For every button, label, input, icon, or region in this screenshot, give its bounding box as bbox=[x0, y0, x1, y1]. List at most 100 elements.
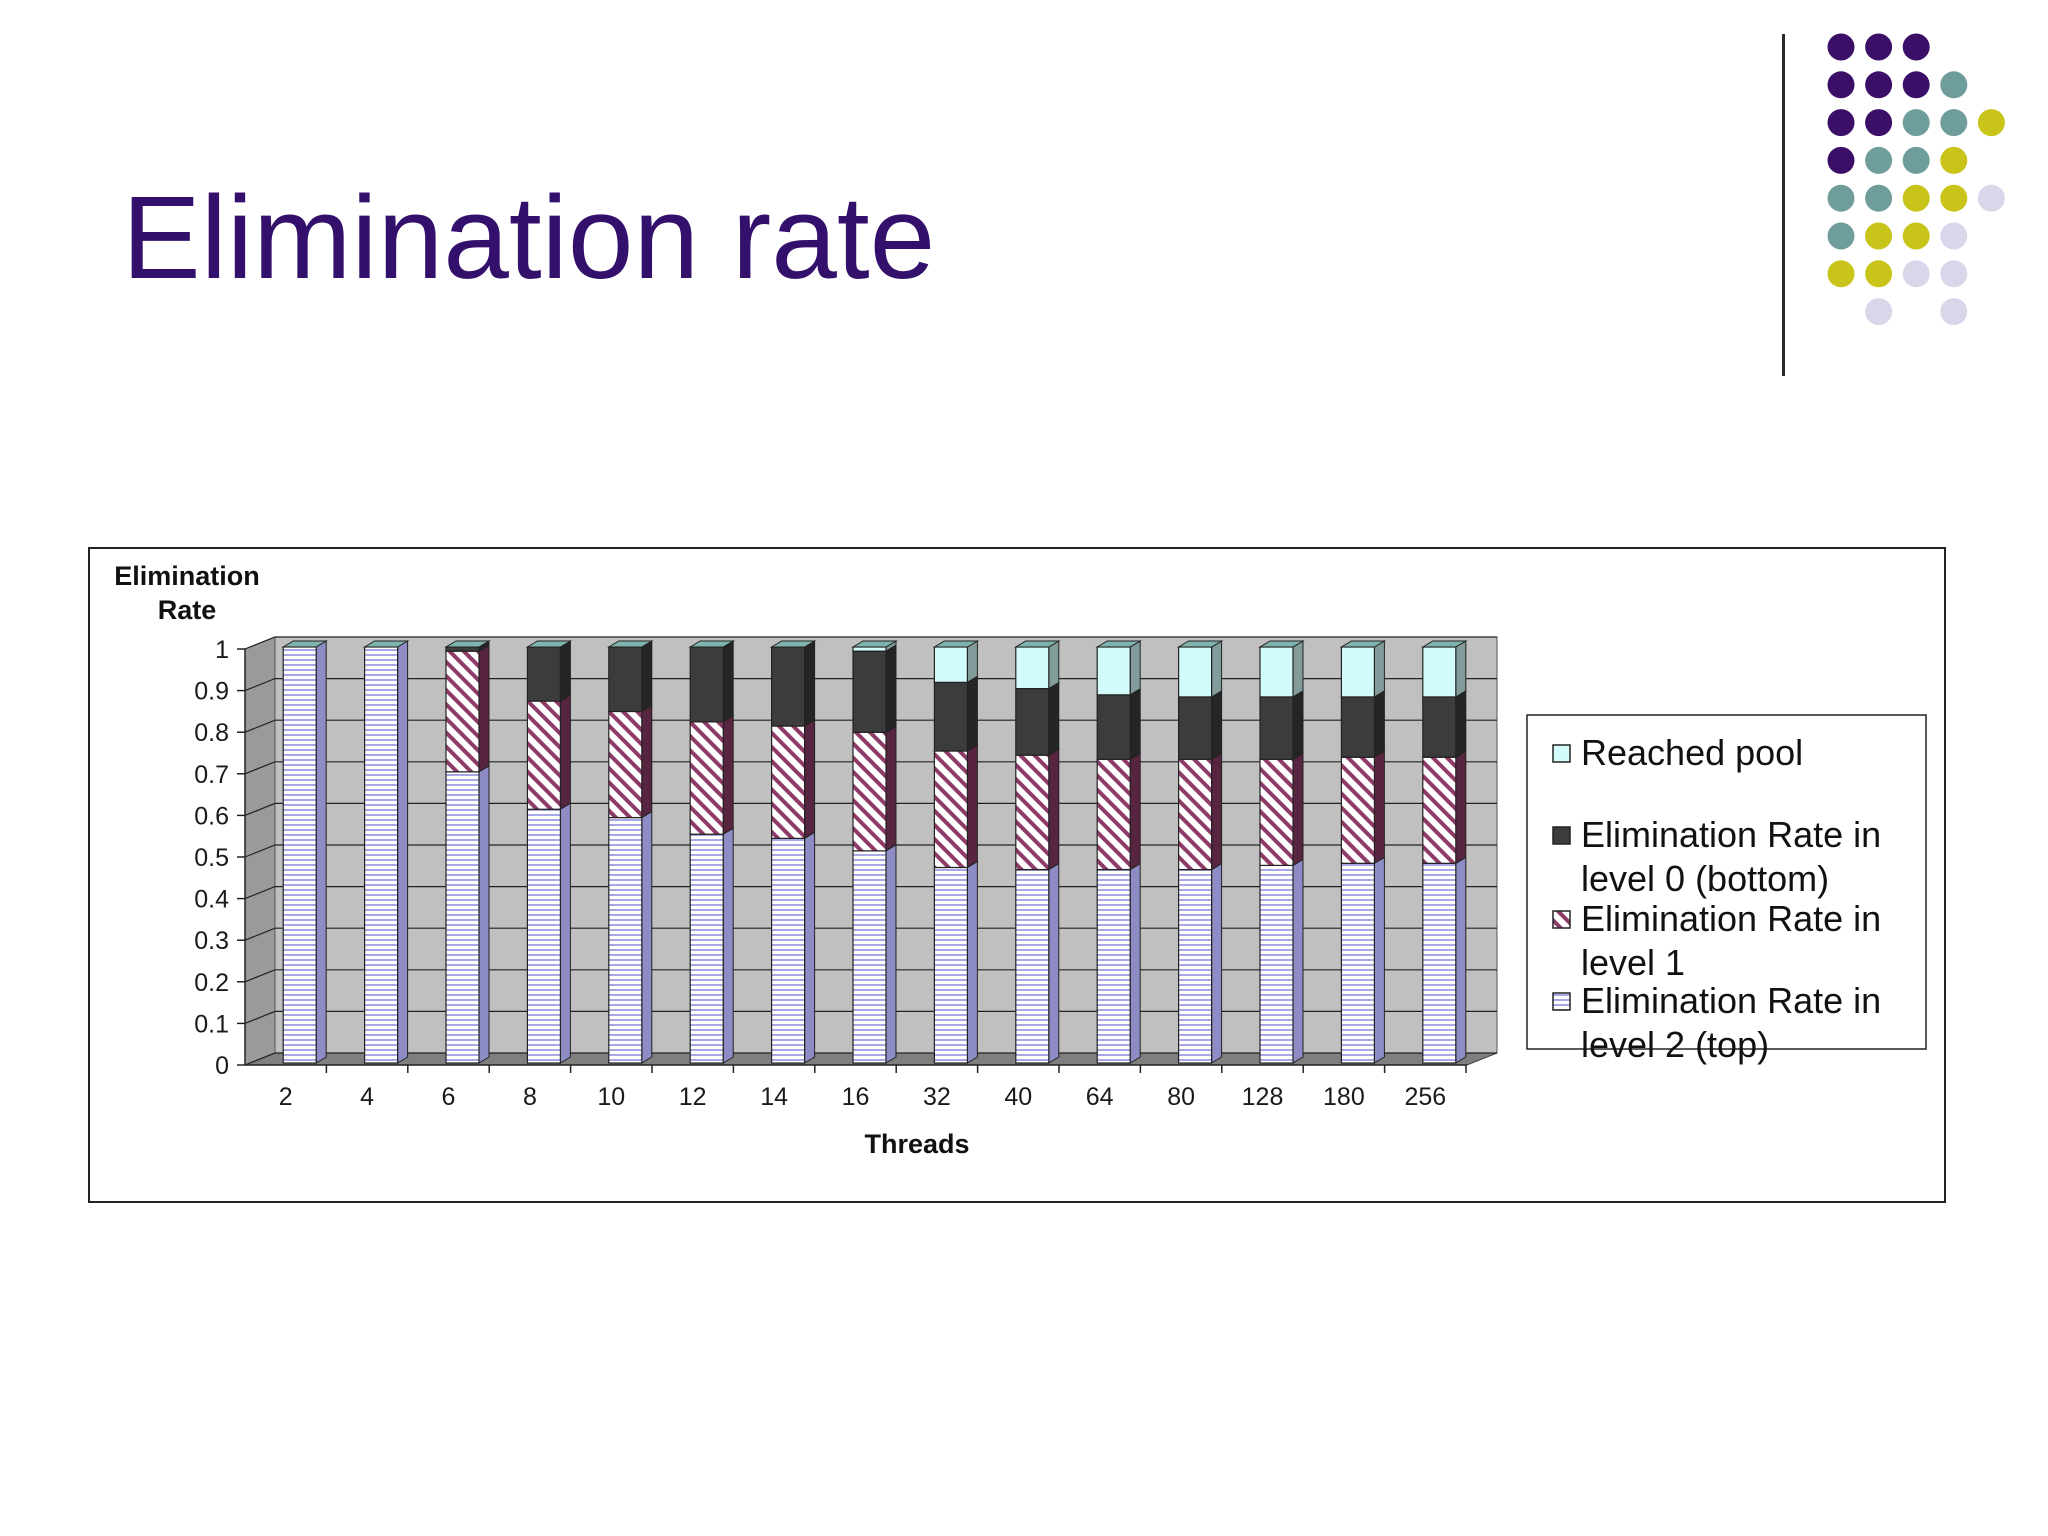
x-tick-label: 6 bbox=[442, 1083, 456, 1111]
decorative-dot bbox=[1827, 184, 1855, 212]
legend-label: level 1 bbox=[1581, 942, 1685, 983]
bar-segment-side bbox=[722, 714, 734, 836]
bar-segment-side bbox=[397, 640, 409, 1064]
decorative-dot bbox=[1865, 71, 1893, 99]
bar-segment-side bbox=[1129, 752, 1141, 871]
bar-segment bbox=[1177, 696, 1213, 760]
gridline bbox=[244, 761, 1497, 775]
decorative-dot bbox=[1865, 222, 1893, 250]
decorative-dot bbox=[1902, 71, 1930, 99]
legend-label: level 0 (bottom) bbox=[1581, 858, 1829, 899]
decorative-dot bbox=[1865, 260, 1893, 288]
decorative-dot bbox=[1940, 260, 1968, 288]
y-tick-label: 0.4 bbox=[194, 886, 229, 914]
bar-segment-side bbox=[1292, 640, 1304, 698]
decorative-dot bbox=[1827, 222, 1855, 250]
x-tick-label: 8 bbox=[523, 1083, 537, 1111]
decorative-dot bbox=[1940, 222, 1968, 250]
decorative-dot bbox=[1940, 298, 1968, 326]
bar-segment-side bbox=[559, 802, 571, 1064]
x-tick-label: 128 bbox=[1242, 1083, 1284, 1111]
bar-top-cap bbox=[769, 640, 817, 648]
legend-swatch bbox=[1552, 744, 1571, 763]
bar-segment bbox=[608, 646, 643, 713]
bar-segment-side bbox=[1455, 856, 1467, 1064]
bar-segment bbox=[1177, 868, 1213, 1064]
x-tick-label: 256 bbox=[1404, 1083, 1446, 1111]
bar-segment bbox=[770, 725, 806, 839]
bar-segment bbox=[1422, 862, 1457, 1064]
bar-top-cap bbox=[932, 640, 980, 648]
bar-segment-side bbox=[1292, 752, 1304, 867]
bar-segment bbox=[445, 646, 480, 652]
bar-segment-side bbox=[1373, 750, 1385, 865]
bar-segment bbox=[1422, 646, 1457, 698]
bar-segment bbox=[526, 700, 561, 810]
bar-top-cap bbox=[444, 640, 491, 648]
bar-segment-side bbox=[559, 640, 571, 702]
bar-segment bbox=[526, 646, 561, 702]
decorative-dot bbox=[1865, 146, 1893, 174]
bar-segment-side bbox=[885, 644, 897, 734]
bar-segment-side bbox=[1129, 862, 1141, 1064]
bar-segment-side bbox=[1455, 690, 1467, 759]
bar-top-cap bbox=[851, 640, 898, 648]
decorative-dot bbox=[1940, 146, 1968, 174]
bar-segment-side bbox=[1373, 640, 1385, 698]
bar-segment-side bbox=[1211, 640, 1223, 698]
decorative-dot bbox=[1940, 71, 1968, 99]
x-tick-label: 10 bbox=[597, 1083, 625, 1111]
bar-segment bbox=[933, 681, 969, 752]
decorative-dot bbox=[1827, 260, 1855, 288]
bar-segment-side bbox=[1211, 690, 1223, 761]
decorative-dot bbox=[1902, 33, 1930, 61]
y-axis-title: Rate bbox=[158, 595, 217, 625]
bar-segment bbox=[933, 750, 969, 869]
y-tick-label: 0.7 bbox=[194, 761, 229, 789]
vertical-divider bbox=[1782, 34, 1785, 376]
bar-top-cap bbox=[606, 640, 654, 648]
bar-segment bbox=[282, 646, 317, 1064]
x-tick-label: 16 bbox=[842, 1083, 870, 1111]
bar-top-cap bbox=[1339, 640, 1387, 648]
decorative-dot bbox=[1977, 184, 2005, 212]
bar-segment-side bbox=[641, 810, 653, 1064]
bar-segment bbox=[852, 650, 887, 733]
bar-segment bbox=[689, 646, 724, 723]
bar-segment bbox=[1015, 688, 1050, 756]
legend-label: Elimination Rate in bbox=[1581, 980, 1881, 1021]
bar-segment-side bbox=[478, 644, 490, 773]
gridline bbox=[244, 678, 1497, 692]
bar-segment-side bbox=[641, 704, 653, 819]
bar-segment bbox=[1259, 646, 1294, 698]
legend-label: Elimination Rate in bbox=[1581, 814, 1881, 855]
bar-segment bbox=[1340, 646, 1376, 698]
bar-top-cap bbox=[1420, 640, 1468, 648]
bar-segment bbox=[770, 646, 806, 727]
legend-label: Reached pool bbox=[1581, 732, 1803, 773]
bar-top-cap bbox=[525, 640, 573, 648]
bar-segment-side bbox=[1373, 690, 1385, 759]
decorative-dot bbox=[1902, 260, 1930, 288]
bar-segment bbox=[1096, 694, 1131, 760]
decorative-dot bbox=[1827, 109, 1855, 137]
bar-segment bbox=[608, 816, 643, 1064]
decorative-dot bbox=[1865, 184, 1893, 212]
bar-segment bbox=[526, 808, 561, 1064]
bar-segment bbox=[1177, 646, 1213, 698]
bar-segment-side bbox=[641, 640, 653, 713]
x-tick-label: 80 bbox=[1167, 1083, 1195, 1111]
bar-segment bbox=[1340, 862, 1376, 1064]
bar-top-cap bbox=[1095, 640, 1143, 648]
bar-segment bbox=[852, 850, 887, 1064]
x-tick-label: 64 bbox=[1086, 1083, 1114, 1111]
x-tick-label: 32 bbox=[923, 1083, 951, 1111]
bar-segment-side bbox=[804, 831, 816, 1064]
bar-segment-side bbox=[966, 860, 978, 1064]
x-tick-label: 12 bbox=[679, 1083, 707, 1111]
y-tick-label: 0.5 bbox=[194, 844, 229, 872]
x-axis-title: Threads bbox=[864, 1129, 969, 1159]
gridline bbox=[244, 927, 1497, 941]
legend-swatch bbox=[1552, 992, 1571, 1011]
bar-segment bbox=[1015, 868, 1050, 1064]
